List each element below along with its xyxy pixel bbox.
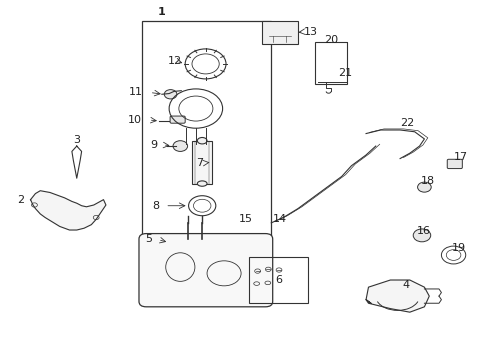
Text: 8: 8	[152, 201, 159, 211]
Text: 13: 13	[304, 27, 318, 37]
FancyBboxPatch shape	[447, 159, 461, 168]
Text: 14: 14	[272, 213, 286, 224]
Text: 3: 3	[73, 135, 80, 145]
Polygon shape	[366, 280, 428, 312]
Text: 5: 5	[145, 234, 152, 244]
Text: 10: 10	[127, 115, 141, 125]
Text: 15: 15	[239, 213, 253, 224]
Circle shape	[417, 182, 430, 192]
Text: 9: 9	[149, 140, 157, 150]
Text: 21: 21	[337, 68, 351, 78]
Bar	[249, 257, 307, 303]
Bar	[192, 141, 211, 184]
Text: 6: 6	[274, 275, 282, 285]
Polygon shape	[30, 191, 106, 230]
Text: 11: 11	[128, 87, 142, 98]
Text: 17: 17	[453, 152, 467, 162]
Text: 19: 19	[450, 243, 465, 253]
Text: 18: 18	[420, 176, 434, 186]
Ellipse shape	[197, 181, 206, 186]
Circle shape	[412, 229, 430, 242]
Bar	[314, 42, 346, 84]
Text: 12: 12	[167, 56, 182, 66]
FancyBboxPatch shape	[261, 21, 297, 44]
Circle shape	[173, 141, 187, 152]
FancyBboxPatch shape	[139, 234, 272, 307]
FancyBboxPatch shape	[170, 116, 185, 123]
Text: 16: 16	[416, 226, 429, 236]
Text: 20: 20	[324, 35, 337, 45]
Bar	[142, 21, 271, 303]
Text: 2: 2	[17, 195, 24, 204]
Text: 22: 22	[399, 118, 413, 128]
Circle shape	[164, 90, 177, 99]
Ellipse shape	[197, 138, 206, 144]
Text: 4: 4	[402, 280, 408, 291]
Text: 7: 7	[196, 158, 203, 168]
Text: 1: 1	[158, 8, 165, 18]
